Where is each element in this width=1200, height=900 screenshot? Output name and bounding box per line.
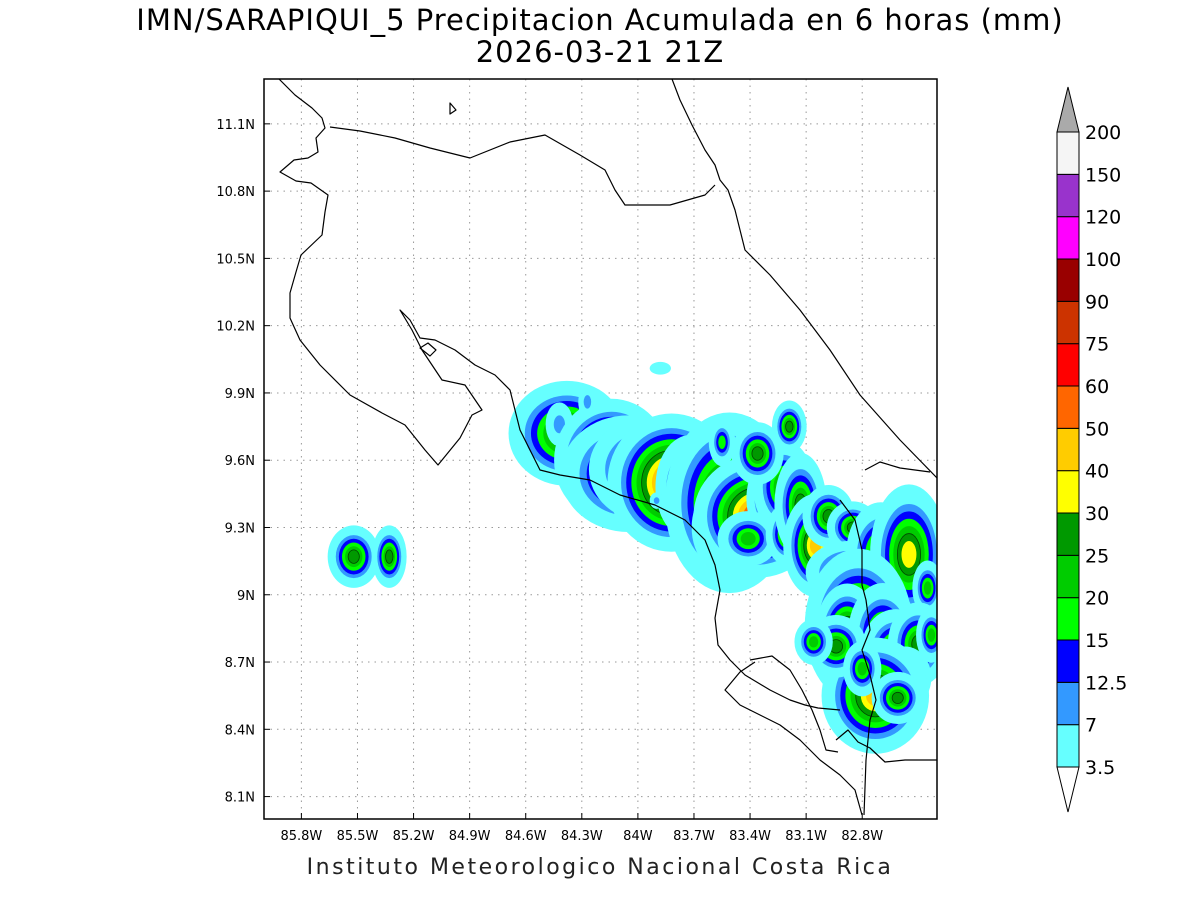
colorbar-level-label: 30 [1085, 503, 1109, 525]
colorbar-swatch [1056, 216, 1080, 260]
lat-tick-label: 8.4N [225, 723, 255, 738]
coastlines [278, 79, 937, 816]
colorbar-swatch [1056, 300, 1080, 345]
colorbar-swatch [1056, 385, 1080, 429]
precip-contour [649, 361, 671, 375]
lat-tick-label: 8.1N [225, 791, 255, 806]
colorbar-swatch [1056, 131, 1080, 175]
colorbar: 3.5 7 12.5 15 20 25 30 40 50 60 75 90 100 120 150 200 [1056, 86, 1127, 813]
colorbar-swatch [1056, 343, 1080, 387]
colorbar-level-label: 40 [1085, 461, 1109, 483]
colorbar-swatch [1056, 173, 1080, 218]
osa-peninsula [749, 655, 839, 753]
lon-tick-label: 84.9W [449, 829, 491, 844]
lat-tick-label: 9N [237, 589, 255, 604]
colorbar-level-label: 7 [1085, 715, 1097, 737]
colorbar-swatch [1056, 681, 1080, 726]
caribbean-coast [671, 79, 937, 479]
precip-contour [385, 549, 394, 564]
colorbar-swatch [1056, 554, 1080, 599]
colorbar-level-label: 150 [1085, 164, 1121, 186]
lon-tick-label: 83.4W [729, 829, 771, 844]
colorbar-bottom-arrow [1056, 766, 1080, 813]
precip-contour [751, 446, 764, 461]
lon-tick-label: 83.1W [785, 829, 827, 844]
southern-coast [724, 661, 863, 816]
colorbar-level-label: 60 [1085, 376, 1109, 398]
lon-tick-label: 84W [623, 829, 653, 844]
nicaragua-costa-rica-border [329, 126, 716, 206]
lon-tick-label: 83.7W [673, 829, 715, 844]
colorbar-level-label: 75 [1085, 334, 1109, 356]
burica-peninsula [835, 729, 937, 763]
precip-contour [583, 395, 592, 409]
lat-tick-label: 10.2N [216, 320, 255, 335]
precip-contour [901, 540, 917, 568]
precip-contour [927, 628, 936, 642]
precip-contour [891, 691, 904, 704]
nicoya-gulf-island [419, 342, 437, 357]
precipitation-field [327, 361, 937, 754]
lat-tick-label: 9.6N [225, 454, 255, 469]
precip-contour [347, 549, 360, 564]
precip-contour [923, 581, 932, 595]
precip-contour [785, 420, 794, 433]
colorbar-level-label: 90 [1085, 291, 1109, 313]
lon-tick-label: 85.5W [337, 829, 379, 844]
lon-tick-label: 84.3W [561, 829, 603, 844]
lon-tick-label: 85.8W [280, 829, 322, 844]
colorbar-level-label: 50 [1085, 418, 1109, 440]
lat-tick-label: 10.8N [216, 185, 255, 200]
credit-text: Instituto Meteorologico Nacional Costa R… [306, 855, 894, 880]
precip-contour [718, 435, 726, 450]
colorbar-level-label: 3.5 [1085, 757, 1115, 779]
colorbar-top-arrow [1056, 86, 1080, 133]
lon-tick-label: 85.2W [393, 829, 435, 844]
colorbar-level-label: 100 [1085, 249, 1121, 271]
lat-tick-label: 10.5N [216, 252, 255, 267]
panama-border [839, 461, 931, 816]
precip-contour [857, 662, 867, 676]
pacific-coast-north [278, 79, 841, 711]
map-title: IMN/SARAPIQUI_5 Precipitacion Acumulada … [136, 3, 1064, 37]
colorbar-swatch [1056, 427, 1080, 472]
map-subtitle: 2026-03-21 21Z [475, 35, 725, 69]
lake-shore [449, 102, 457, 115]
lon-tick-label: 82.8W [841, 829, 883, 844]
latitude-tick-labels: 11.1N 10.8N 10.5N 10.2N 9.9N 9.6N 9.3N 9N 8.7N 8.… [216, 118, 255, 806]
precip-contour [653, 497, 660, 504]
colorbar-swatch [1056, 597, 1080, 641]
colorbar-level-label: 200 [1085, 122, 1121, 144]
map-grid [264, 79, 937, 819]
precip-contour [553, 415, 565, 434]
colorbar-swatch [1056, 639, 1080, 683]
colorbar-swatch [1056, 724, 1080, 768]
colorbar-level-label: 20 [1085, 588, 1109, 610]
lat-tick-label: 9.9N [225, 387, 255, 402]
colorbar-swatch [1056, 512, 1080, 556]
lat-tick-label: 8.7N [225, 656, 255, 671]
lat-tick-label: 9.3N [225, 521, 255, 536]
colorbar-swatch [1056, 470, 1080, 514]
precip-contour [740, 531, 756, 546]
precip-contour [808, 636, 819, 648]
colorbar-level-label: 25 [1085, 545, 1109, 567]
lon-tick-label: 84.6W [505, 829, 547, 844]
colorbar-swatch [1056, 258, 1080, 302]
map-frame [263, 78, 938, 820]
colorbar-level-label: 120 [1085, 207, 1121, 229]
lat-tick-label: 11.1N [216, 118, 255, 133]
colorbar-level-label: 15 [1085, 630, 1109, 652]
colorbar-level-label: 12.5 [1085, 672, 1127, 694]
longitude-tick-labels: 85.8W 85.5W 85.2W 84.9W 84.6W 84.3W 84W 83.7W 83… [280, 829, 883, 844]
